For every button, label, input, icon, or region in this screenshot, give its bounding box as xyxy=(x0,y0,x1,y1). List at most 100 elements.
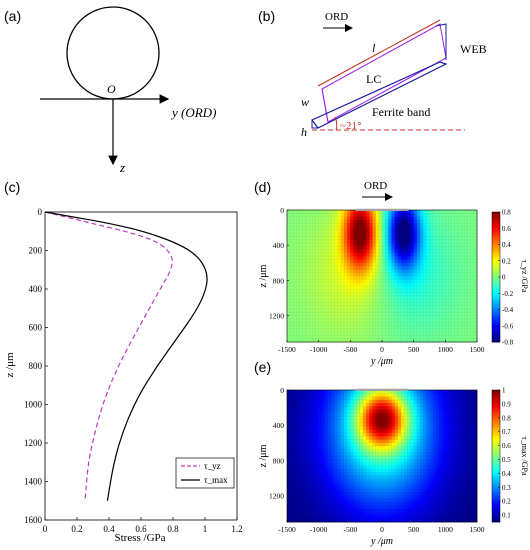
heatmap-d-cell xyxy=(464,229,468,234)
heatmap-d-cell xyxy=(325,252,329,257)
heatmap-d-cell xyxy=(423,213,427,217)
heatmap-d-cell xyxy=(363,239,367,244)
heatmap-e-cell xyxy=(309,475,313,480)
heatmap-d-cell xyxy=(290,256,294,260)
heatmap-e-cell xyxy=(296,409,300,414)
heatmap-d-cell xyxy=(410,219,414,224)
heatmap-e-cell xyxy=(454,472,459,477)
heatmap-e-cell xyxy=(420,416,424,420)
heatmap-d-cell xyxy=(302,285,307,290)
heatmap-d-cell xyxy=(467,335,471,339)
heatmap-d-cell xyxy=(432,276,437,280)
heatmap-d-cell xyxy=(467,233,471,237)
heatmap-d-cell xyxy=(296,276,300,280)
heatmap-d-cell xyxy=(363,249,367,254)
heatmap-d-cell xyxy=(458,332,462,336)
heatmap-e-cell xyxy=(404,459,408,463)
heatmap-e-cell xyxy=(344,479,348,483)
heatmap-d-cell xyxy=(473,325,478,330)
heatmap-d-cell xyxy=(435,246,440,250)
heatmap-e-cell xyxy=(429,465,433,470)
heatmap-e-cell xyxy=(473,459,478,463)
heatmap-e-cell xyxy=(302,396,307,401)
heatmap-e-cell xyxy=(293,465,297,470)
heatmap-d-cell xyxy=(426,262,430,267)
heatmap-d-cell xyxy=(420,295,424,300)
heatmap-e-cell xyxy=(328,419,332,424)
heatmap-d-cell xyxy=(337,223,342,227)
heatmap-d-cell xyxy=(416,318,421,323)
heatmap-e-cell xyxy=(445,498,449,503)
heatmap-d-cell xyxy=(404,312,408,316)
heatmap-d-cell xyxy=(416,233,421,237)
heatmap-d-cell xyxy=(369,289,373,293)
heatmap-e-cell xyxy=(410,469,414,473)
heatmap-e-cell xyxy=(458,413,462,417)
heatmap-d-cell xyxy=(391,233,395,237)
heatmap-d-cell xyxy=(385,322,389,326)
heatmap-d-cell xyxy=(347,332,351,336)
heatmap-e-cell xyxy=(439,423,443,427)
heatmap-e-cell xyxy=(331,502,335,506)
heatmap-d-cell xyxy=(448,276,452,280)
heatmap-d-cell xyxy=(432,325,437,330)
heatmap-d-cell xyxy=(347,318,351,323)
heatmap-d-cell xyxy=(315,249,319,254)
heatmap-e-cell xyxy=(464,406,468,411)
heatmap-e-cell xyxy=(382,492,386,496)
heatmap-e-cell xyxy=(394,505,399,510)
heatmap-e-cell xyxy=(302,462,307,467)
heatmap-d-cell xyxy=(309,276,313,280)
heatmap-d-cell xyxy=(356,243,361,247)
heatmap-e-cell xyxy=(458,459,462,463)
heatmap-d-cell xyxy=(350,335,354,339)
heatmap-d-cell xyxy=(464,239,468,244)
heatmap-d-cell xyxy=(423,259,427,264)
heatmap-e-cell xyxy=(454,429,459,434)
heatmap-d-cell xyxy=(372,299,376,303)
heatmap-e-cell xyxy=(309,498,313,503)
heatmap-d-cell xyxy=(429,210,433,214)
heatmap-d-cell xyxy=(413,312,418,316)
heatmap-d-cell xyxy=(321,243,326,247)
heatmap-e-cell xyxy=(470,462,475,467)
heatmap-e-cell xyxy=(439,429,443,434)
heatmap-d-cell xyxy=(350,262,354,267)
heatmap-e-cell xyxy=(337,452,342,457)
heatmap-e-cell xyxy=(290,419,294,424)
heatmap-e-cell xyxy=(325,465,329,470)
heatmap-d-cell xyxy=(290,262,294,267)
heatmap-e-cell xyxy=(366,449,370,453)
heatmap-e-cell xyxy=(388,442,392,447)
heatmap-e-cell xyxy=(366,502,370,506)
heatmap-d-cell xyxy=(461,210,465,214)
heatmap-e-cell xyxy=(401,439,405,444)
heatmap-e-cell xyxy=(413,406,418,411)
heatmap-d-cell xyxy=(321,309,326,313)
heatmap-d-cell xyxy=(372,292,376,297)
heatmap-e-cell xyxy=(401,479,405,483)
heatmap-e-cell xyxy=(325,459,329,463)
heatmap-d-cell xyxy=(473,266,478,270)
heatmap-e-cell xyxy=(423,472,427,477)
heatmap-e-cell xyxy=(321,432,326,437)
heatmap-e-cell xyxy=(435,423,440,427)
heatmap-d-cell xyxy=(369,262,373,267)
heatmap-d-cell xyxy=(445,332,449,336)
heatmap-e-cell xyxy=(382,495,386,500)
heatmap-e-cell xyxy=(359,423,364,427)
heatmap-e-cell xyxy=(353,423,357,427)
heatmap-e-cell xyxy=(359,390,364,394)
heatmap-d-cell xyxy=(290,259,294,264)
heatmap-d-cell xyxy=(445,229,449,234)
heatmap-d-cell xyxy=(359,338,364,343)
heatmap-d-cell xyxy=(321,246,326,250)
heatmap-e-cell xyxy=(363,495,367,500)
heatmap-e-cell xyxy=(420,396,424,401)
heatmap-d-cell xyxy=(385,279,389,283)
colorbar-d-segment xyxy=(492,218,500,221)
heatmap-d-cell xyxy=(454,282,459,287)
heatmap-e-cell xyxy=(318,393,323,397)
heatmap-e-cell xyxy=(293,498,297,503)
heatmap-e-cell xyxy=(318,429,323,434)
